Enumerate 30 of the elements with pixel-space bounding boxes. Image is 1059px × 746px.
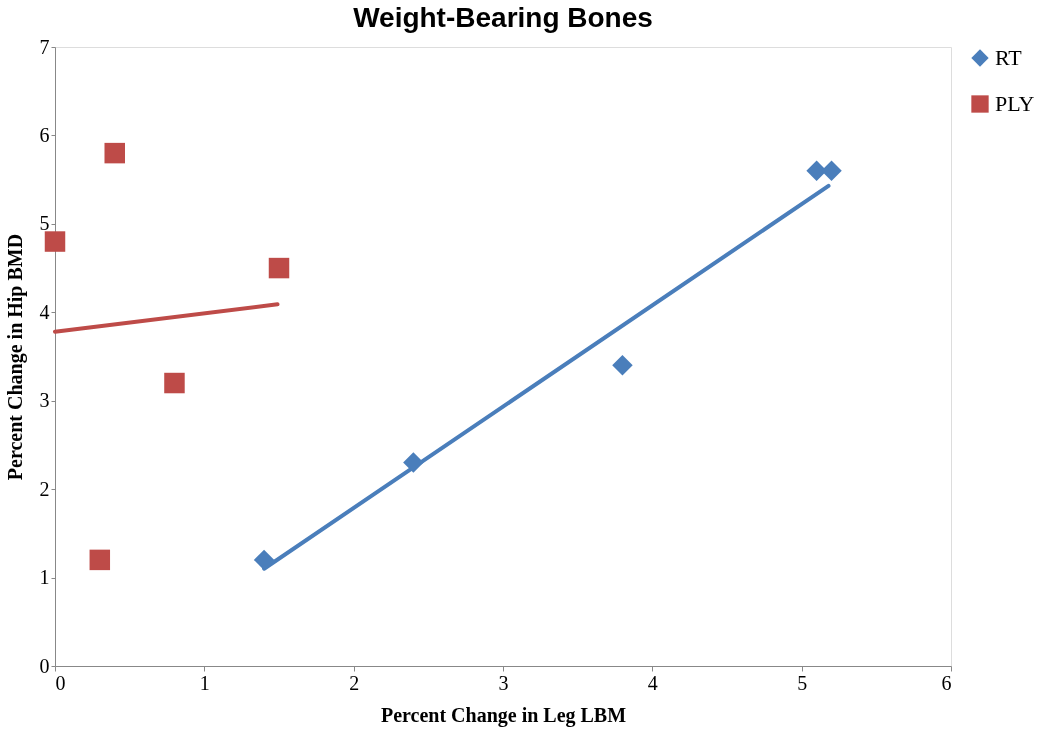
x-tick-label: 5	[797, 671, 808, 694]
point	[89, 549, 111, 571]
y-tick-label: 3	[39, 389, 50, 412]
point	[44, 231, 66, 252]
point	[612, 355, 633, 376]
point	[821, 160, 842, 182]
x-tick-label: 1	[199, 671, 210, 694]
y-tick-label: 7	[39, 35, 50, 58]
x-tick-label: 3	[498, 671, 509, 694]
point	[806, 160, 827, 182]
y-axis-title: Percent Change in Hip BMD	[3, 233, 27, 481]
x-tick-label: 2	[349, 671, 360, 694]
y-tick-label: 2	[39, 477, 50, 500]
legend-label: RT	[995, 45, 1023, 70]
y-tick-label: 0	[39, 654, 50, 677]
point	[253, 549, 275, 571]
y-tick-label: 6	[39, 123, 50, 146]
chart-title: Weight-Bearing Bones	[353, 2, 653, 33]
y-tick-label: 5	[39, 212, 50, 235]
point	[164, 372, 185, 394]
y-tick-label: 4	[39, 300, 50, 323]
x-tick-label: 6	[941, 671, 952, 694]
x-tick-label: 0	[55, 671, 66, 694]
x-tick-label: 4	[647, 671, 658, 694]
y-tick-label: 1	[39, 566, 50, 589]
point	[268, 257, 290, 279]
point	[403, 452, 424, 473]
x-axis-title: Percent Change in Leg LBM	[380, 703, 627, 727]
legend-label: PLY	[995, 91, 1035, 116]
point	[104, 142, 125, 164]
